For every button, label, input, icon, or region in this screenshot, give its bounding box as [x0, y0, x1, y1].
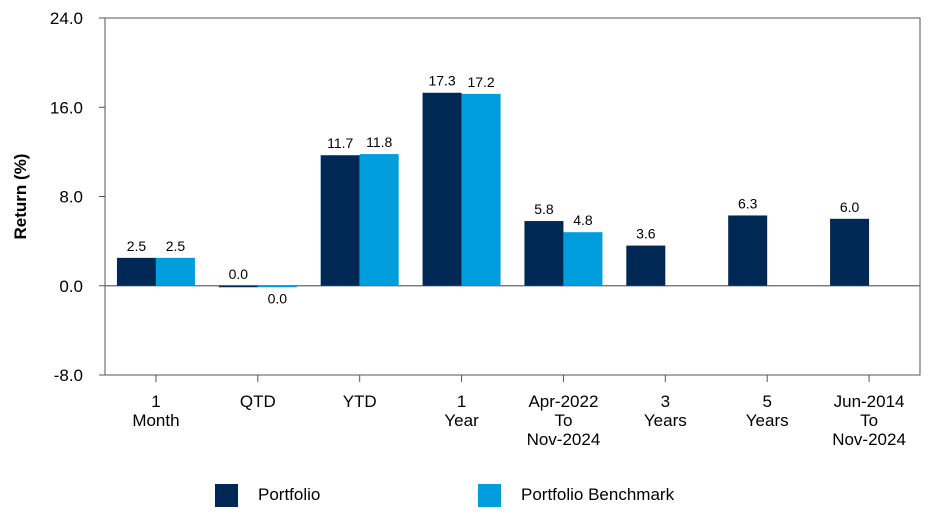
y-tick-label: 0.0 [59, 277, 83, 296]
bar [155, 257, 195, 286]
bar [563, 232, 603, 286]
bar [320, 155, 360, 286]
value-label: 3.6 [636, 226, 656, 242]
plot-frame [104, 17, 921, 376]
y-axis-title: Return (%) [11, 154, 30, 240]
y-tick-label: 16.0 [50, 98, 83, 117]
x-tick-label: 1 Year [444, 392, 479, 430]
value-label: 6.0 [840, 199, 860, 215]
value-label: 4.8 [573, 212, 593, 228]
value-label: 0.0 [268, 290, 288, 306]
legend-label: Portfolio [258, 485, 321, 504]
x-tick-label: QTD [239, 392, 276, 411]
legend-swatch [478, 484, 501, 507]
bar [257, 285, 297, 288]
x-tick-label: 5 Years [745, 392, 789, 430]
value-label: 5.8 [534, 201, 554, 217]
bar [524, 221, 564, 286]
value-label: 17.3 [428, 73, 455, 89]
bar [359, 154, 399, 286]
legend-swatch [215, 484, 238, 507]
bar [422, 92, 462, 286]
x-tick-label: YTD [342, 392, 377, 411]
value-label: 0.0 [229, 266, 249, 282]
value-label: 11.7 [327, 135, 353, 151]
y-tick-label: 24.0 [50, 9, 83, 28]
legend-label: Portfolio Benchmark [521, 485, 675, 504]
bar [461, 93, 501, 286]
bar [830, 218, 870, 286]
x-tick-label: Apr-2022 To Nov-2024 [526, 392, 601, 449]
value-label: 11.8 [366, 134, 392, 150]
value-label: 2.5 [166, 238, 186, 254]
bar [626, 245, 666, 286]
y-tick-label: 8.0 [59, 188, 83, 207]
bar [728, 215, 768, 286]
value-label: 17.2 [467, 74, 494, 90]
x-tick-label: 1 Month [132, 392, 180, 430]
bar [218, 285, 258, 288]
x-tick-label: Jun-2014 To Nov-2024 [832, 392, 906, 449]
value-label: 6.3 [738, 195, 758, 211]
y-tick-label: -8.0 [54, 366, 83, 385]
value-label: 2.5 [127, 238, 147, 254]
x-tick-label: 3 Years [643, 392, 687, 430]
bar [116, 257, 156, 286]
